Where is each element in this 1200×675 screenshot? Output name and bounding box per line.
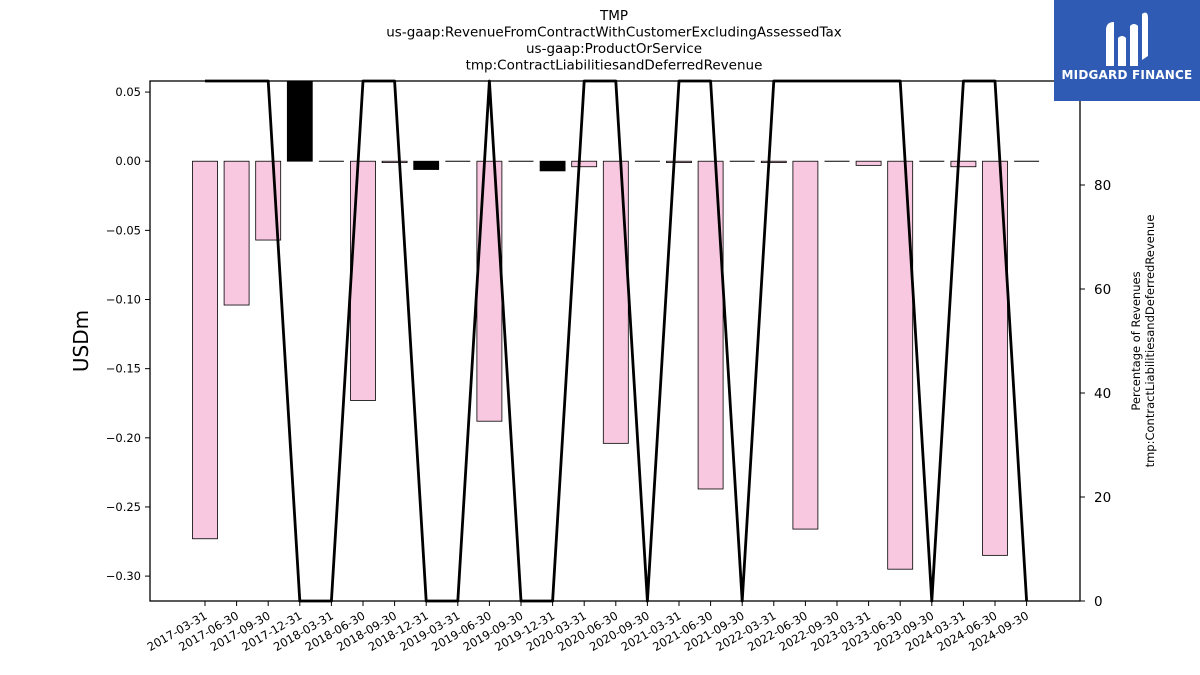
y2-axis-label: Percentage of Revenues tmp:ContractLiabil… xyxy=(1129,215,1157,468)
chart-title-line: us-gaap:RevenueFromContractWithCustomerE… xyxy=(386,25,842,41)
bar xyxy=(539,160,566,172)
chart-title-line: TMP xyxy=(599,8,628,24)
bar xyxy=(666,160,692,163)
y-tick-label: −0.05 xyxy=(106,223,141,237)
bar xyxy=(381,160,408,163)
chart-title-line: tmp:ContractLiabilitiesandDeferredRevenu… xyxy=(466,58,763,74)
bar xyxy=(792,160,819,530)
bar xyxy=(950,160,977,168)
y-tick-label: −0.25 xyxy=(106,500,141,514)
logo-text: MIDGARD FINANCE xyxy=(1061,68,1193,82)
y-tick-label: 0.00 xyxy=(115,154,141,168)
chart-title-line: us-gaap:ProductOrService xyxy=(526,41,702,57)
bar xyxy=(855,160,882,166)
y2-tick-label: 20 xyxy=(1094,490,1111,506)
y-axis-right: 020406080100 xyxy=(1080,74,1120,610)
y-tick-label: 0.05 xyxy=(115,85,141,99)
x-axis: 2017-03-312017-06-302017-09-302017-12-31… xyxy=(145,601,1031,654)
y-tick-label: −0.15 xyxy=(106,362,141,376)
bar-series xyxy=(192,80,1040,570)
y-tick-label: −0.20 xyxy=(106,431,141,445)
y2-axis-label-line: Percentage of Revenues xyxy=(1129,271,1143,410)
y2-tick-label: 80 xyxy=(1094,178,1111,194)
y-tick-label: −0.30 xyxy=(106,569,141,583)
bar xyxy=(192,160,218,540)
y-axis-label: USDm xyxy=(69,310,93,372)
bar xyxy=(223,160,250,306)
logo-mark-icon xyxy=(1106,12,1148,66)
chart-title: TMPus-gaap:RevenueFromContractWithCustom… xyxy=(386,8,842,74)
plot-frame xyxy=(149,80,1081,602)
y-tick-label: −0.10 xyxy=(106,293,141,307)
bar xyxy=(286,80,313,162)
midgard-finance-logo: MIDGARD FINANCE xyxy=(1054,0,1200,101)
bar xyxy=(413,160,440,170)
y2-tick-label: 0 xyxy=(1094,594,1103,610)
y2-axis-label-line: tmp:ContractLiabilitiesandDeferredRevenu… xyxy=(1143,215,1157,468)
y2-tick-label: 60 xyxy=(1094,282,1111,298)
y2-tick-label: 40 xyxy=(1094,386,1111,402)
bar xyxy=(760,160,787,163)
y-axis-left: 0.05 0.00 −0.05 −0.10 −0.15 −0.20 −0.25 −0.30 xyxy=(106,85,150,583)
bar xyxy=(571,160,598,168)
bar xyxy=(476,160,503,422)
bar xyxy=(350,160,376,401)
